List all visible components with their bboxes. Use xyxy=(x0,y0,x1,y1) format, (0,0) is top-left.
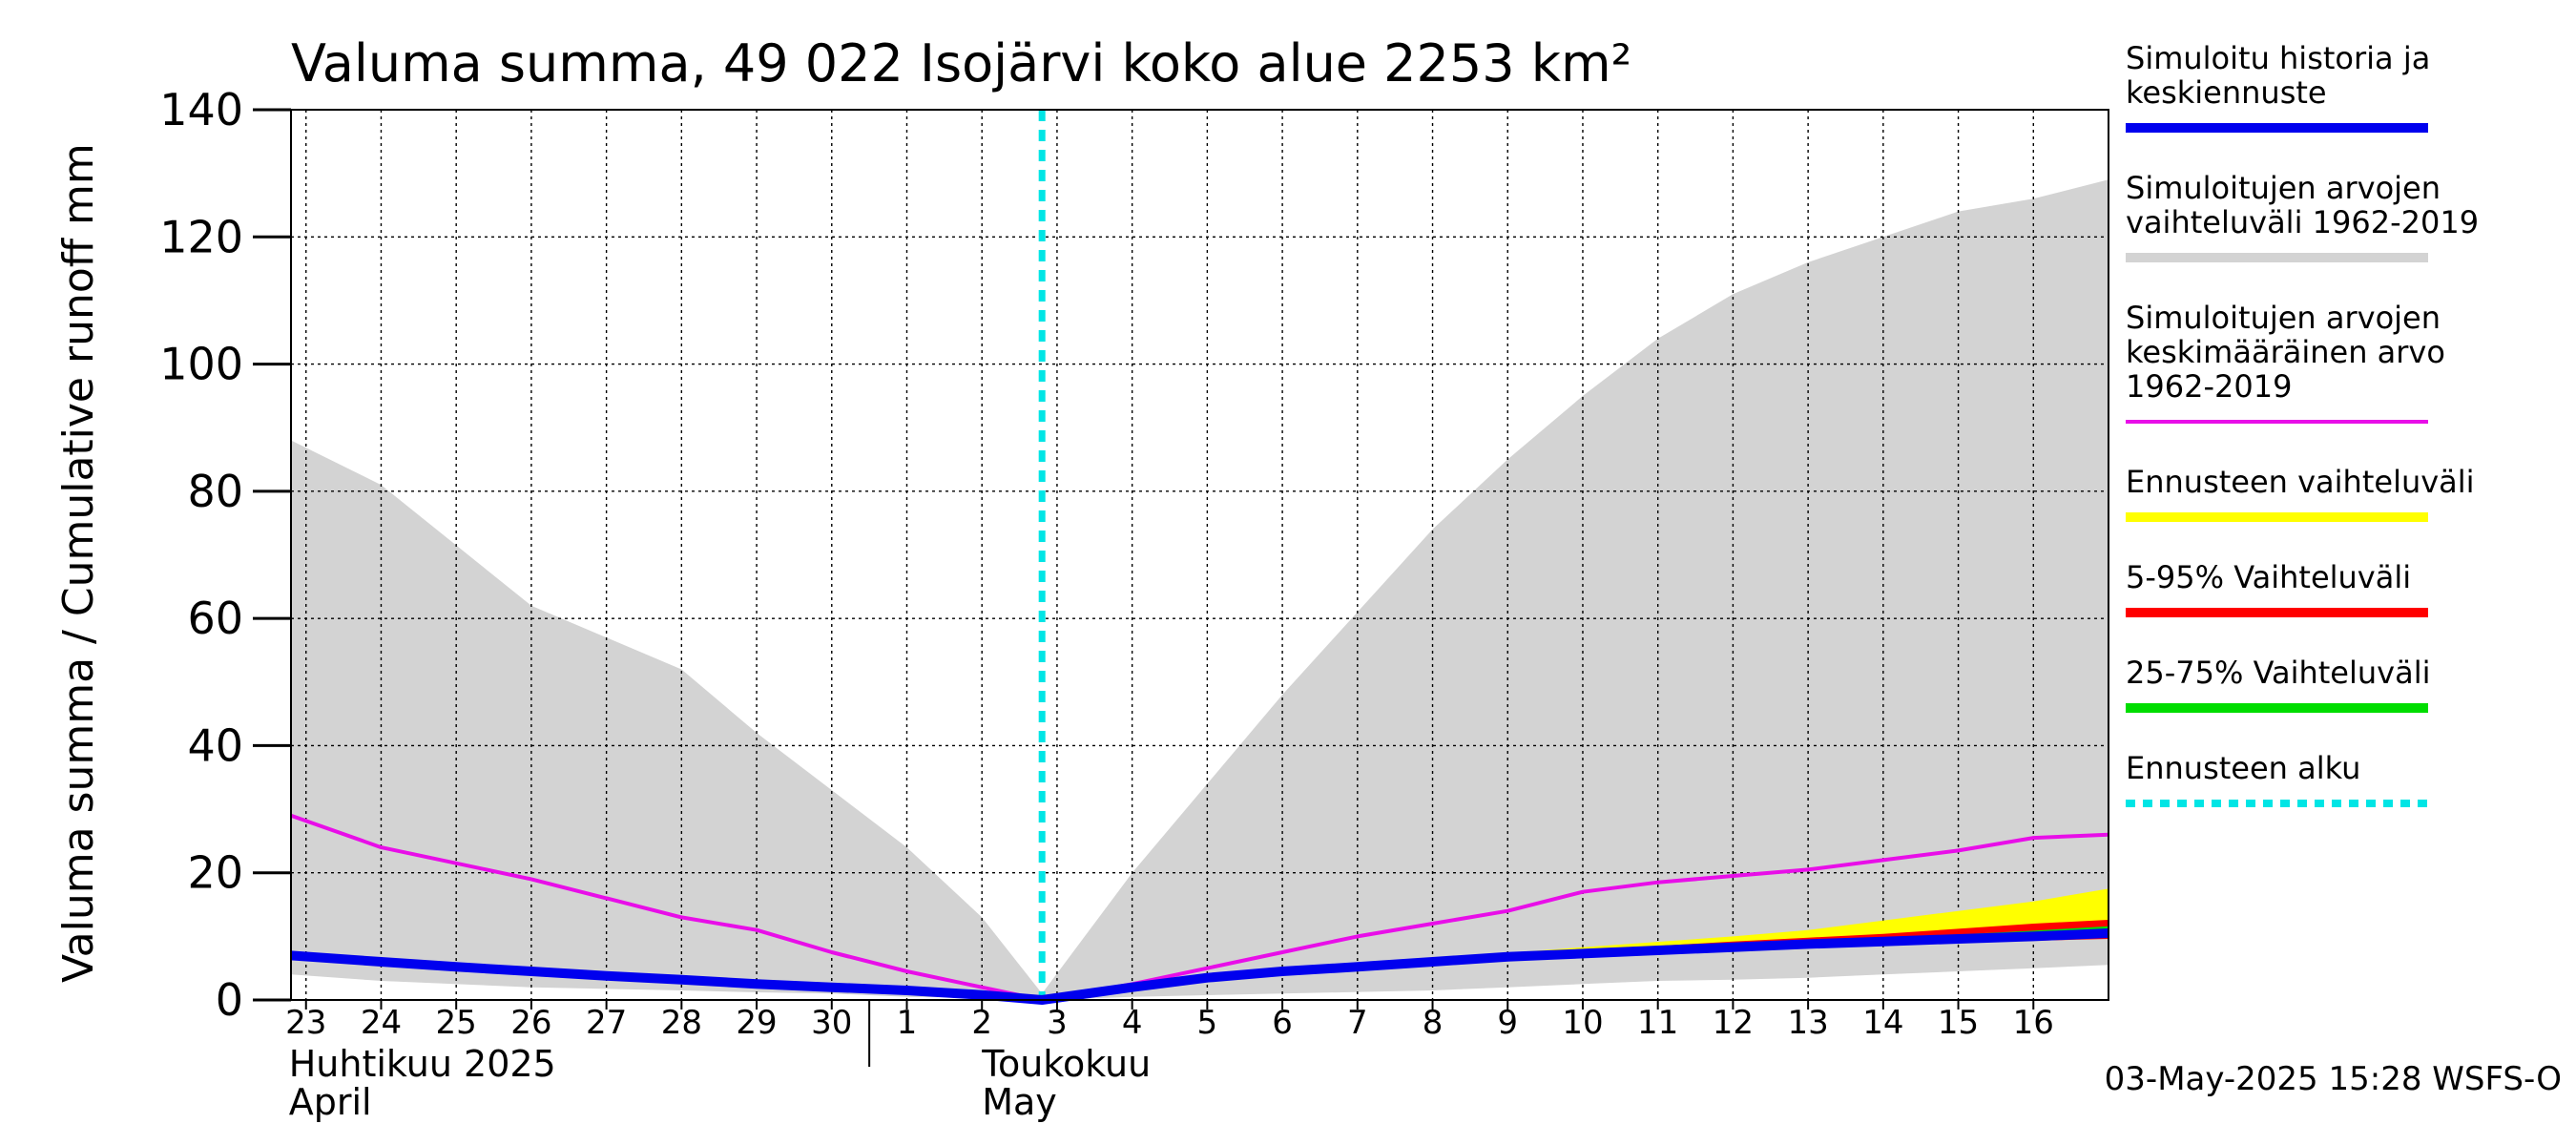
legend-label: Ennusteen alku xyxy=(2126,750,2360,786)
x-tick-label: 28 xyxy=(661,1004,702,1042)
y-tick-label: 140 xyxy=(159,84,243,135)
range-band-area xyxy=(291,179,2109,1001)
x-tick-label: 2 xyxy=(971,1004,992,1042)
x-tick-label: 1 xyxy=(897,1004,918,1042)
y-tick-label: 20 xyxy=(187,847,243,899)
x-tick-label: 29 xyxy=(736,1004,777,1042)
series-lines xyxy=(290,110,2109,1005)
month-label-en: May xyxy=(982,1081,1057,1123)
legend-label: 5-95% Vaihteluväli xyxy=(2126,559,2411,595)
x-tick-label: 7 xyxy=(1347,1004,1368,1042)
x-tick-label: 23 xyxy=(285,1004,326,1042)
y-tick-label: 120 xyxy=(159,211,243,262)
x-tick-label: 8 xyxy=(1423,1004,1444,1042)
x-tick-label: 9 xyxy=(1497,1004,1518,1042)
month-label-fi: Toukokuu xyxy=(981,1043,1151,1085)
month-label-fi: Huhtikuu 2025 xyxy=(289,1043,556,1085)
x-tick-label: 5 xyxy=(1197,1004,1218,1042)
mean-series-line xyxy=(290,813,2109,1002)
x-tick-label: 12 xyxy=(1713,1004,1754,1042)
y-tick-label: 100 xyxy=(159,339,243,390)
x-tick-label: 16 xyxy=(2013,1004,2054,1042)
range-bands xyxy=(291,179,2109,1001)
month-label-en: April xyxy=(289,1081,372,1123)
x-tick-label: 11 xyxy=(1637,1004,1678,1042)
legend-label: keskimääräinen arvo xyxy=(2126,334,2445,370)
x-tick-label: 30 xyxy=(811,1004,852,1042)
x-tick-label: 26 xyxy=(510,1004,551,1042)
y-tick-label: 0 xyxy=(216,974,243,1026)
legend-label: 1962-2019 xyxy=(2126,368,2292,405)
x-tick-label: 13 xyxy=(1787,1004,1828,1042)
chart-title: Valuma summa, 49 022 Isojärvi koko alue … xyxy=(291,33,1631,94)
x-tick-label: 15 xyxy=(1938,1004,1979,1042)
legend-label: Ennusteen vaihteluväli xyxy=(2126,464,2475,500)
forecast-series-line xyxy=(290,928,2109,1005)
x-tick-label: 4 xyxy=(1122,1004,1143,1042)
y-tick-label: 40 xyxy=(187,719,243,771)
legend-label: keskiennuste xyxy=(2126,74,2327,111)
x-tick-label: 6 xyxy=(1272,1004,1293,1042)
x-tick-label: 27 xyxy=(586,1004,627,1042)
x-tick-label: 10 xyxy=(1562,1004,1603,1042)
x-tick-label: 25 xyxy=(436,1004,477,1042)
legend-label: Simuloitujen arvojen xyxy=(2126,170,2441,206)
legend-label: Simuloitu historia ja xyxy=(2126,40,2430,76)
footer-timestamp: 03-May-2025 15:28 WSFS-O xyxy=(2105,1060,2562,1098)
legend-label: 25-75% Vaihteluväli xyxy=(2126,655,2430,691)
legend-label: vaihteluväli 1962-2019 xyxy=(2126,204,2479,240)
plot-frame xyxy=(290,109,2109,1001)
legend-label: Simuloitujen arvojen xyxy=(2126,300,2441,336)
x-tick-label: 14 xyxy=(1862,1004,1903,1042)
x-tick-label: 24 xyxy=(361,1004,402,1042)
y-tick-label: 60 xyxy=(187,593,243,644)
y-tick-label: 80 xyxy=(187,466,243,517)
x-tick-label: 3 xyxy=(1047,1004,1068,1042)
y-axis-label: Valuma summa / Cumulative runoff mm xyxy=(54,143,103,983)
